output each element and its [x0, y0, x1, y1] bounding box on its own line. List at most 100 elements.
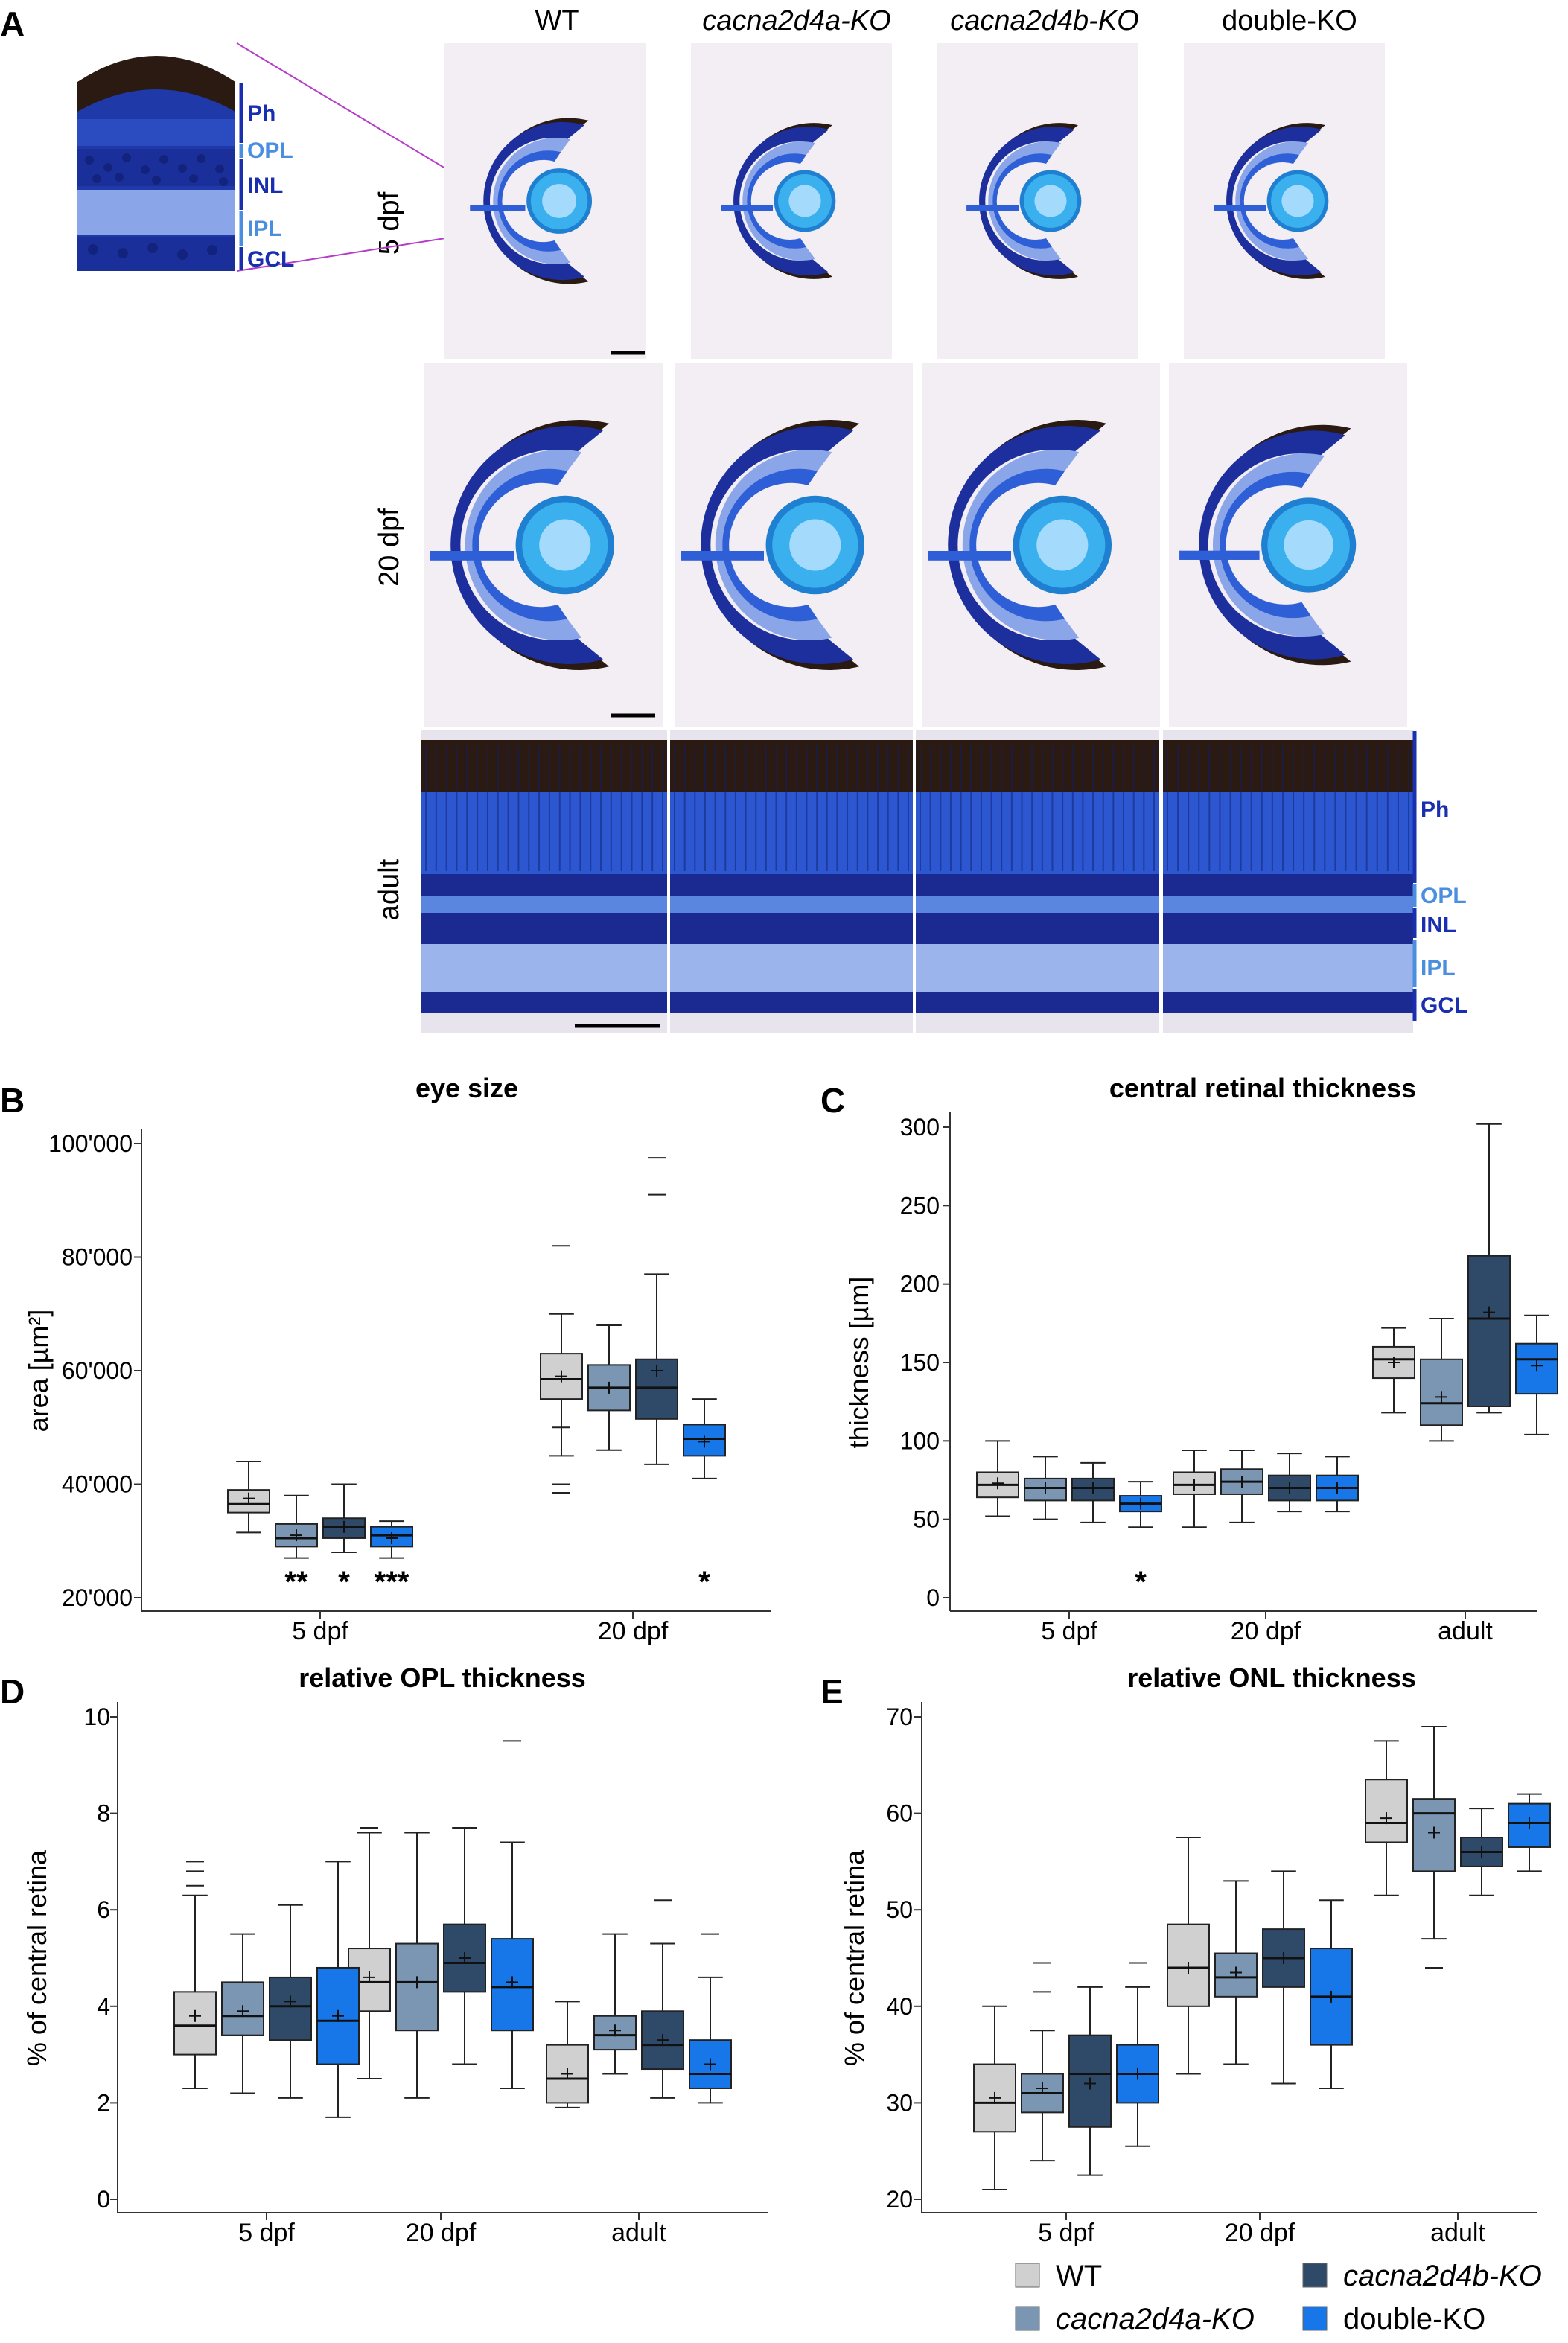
- box-wt-20-dpf: [540, 1245, 583, 1494]
- box-cacna2d4a-ko-adult: [593, 1933, 637, 2075]
- chart-title: eye size: [415, 1073, 518, 1103]
- box-wt-adult: [1372, 1327, 1415, 1414]
- box-cacna2d4b-ko-5-dpf: [269, 1904, 312, 2099]
- box-cacna2d4b-ko-5-dpf: [1071, 1461, 1115, 1523]
- box-mean-marker: [1325, 1990, 1337, 2003]
- y-tick-label: 60: [886, 1800, 913, 1827]
- significance-label: *: [338, 1566, 350, 1598]
- box-cacna2d4b-ko-20-dpf: [1268, 1453, 1311, 1513]
- eye-micrograph: [1184, 43, 1385, 359]
- box-double-ko-adult: [1508, 1793, 1551, 1872]
- box-iqr: [1365, 1779, 1408, 1843]
- y-tick-label: 2: [97, 2089, 110, 2116]
- x-tick-label: 20 dpf: [1231, 1617, 1301, 1645]
- box-cacna2d4a-ko-adult: [1412, 1725, 1456, 1969]
- legend-swatch-double-ko: [1302, 2306, 1328, 2331]
- box-mean-marker: [1135, 1497, 1147, 1510]
- y-tick-label: 150: [900, 1349, 940, 1376]
- box-mean-marker: [1428, 1826, 1440, 1839]
- box-mean-marker: [698, 1435, 710, 1448]
- box-mean-marker: [332, 2009, 344, 2022]
- box-mean-marker: [651, 1365, 663, 1377]
- y-tick-label: 250: [900, 1192, 940, 1219]
- y-tick-label: 6: [97, 1896, 110, 1923]
- legend-label-cacna2d4b: cacna2d4b-KO: [1343, 2260, 1542, 2292]
- box-mean-marker: [1132, 2068, 1144, 2080]
- legend-label-cacna2d4a: cacna2d4a-KO: [1056, 2303, 1255, 2336]
- significance-label: *: [1135, 1566, 1147, 1598]
- box-double-ko-20-dpf: *: [683, 1398, 726, 1598]
- box-mean-marker: [1188, 1479, 1200, 1491]
- eye-micrographs: [424, 43, 1407, 727]
- x-tick-label: 5 dpf: [1038, 2219, 1094, 2247]
- adult-label-ipl: IPL: [1421, 956, 1456, 981]
- box-iqr: [1467, 1255, 1511, 1407]
- significance-label: ***: [375, 1566, 409, 1598]
- significance-label: **: [284, 1566, 308, 1598]
- box-wt-20-dpf: [1173, 1449, 1216, 1528]
- column-header-cacna2d4b: cacna2d4b-KO: [950, 5, 1139, 36]
- inset-cell-texture: [85, 153, 228, 260]
- adult-retina-micrographs: [421, 730, 1413, 1033]
- box-double-ko-5-dpf: ***: [370, 1520, 413, 1598]
- box-mean-marker: [1388, 1357, 1400, 1368]
- box-mean-marker: [1182, 1961, 1194, 1974]
- y-tick-label: 100'000: [48, 1130, 133, 1157]
- box-mean-marker: [1435, 1391, 1447, 1403]
- box-double-ko-adult: [1515, 1314, 1558, 1435]
- box-cacna2d4a-ko-5-dpf: [1024, 1456, 1067, 1520]
- box-cacna2d4b-ko-adult: [1467, 1123, 1511, 1414]
- box-mean-marker: [657, 2034, 669, 2047]
- legend-swatch-cacna2d4a: [1015, 2306, 1040, 2331]
- column-header-wt: WT: [535, 5, 579, 36]
- chart-title: central retinal thickness: [1109, 1073, 1416, 1103]
- box-cacna2d4b-ko-adult: [641, 1899, 684, 2099]
- legend-label-wt: WT: [1056, 2260, 1102, 2292]
- box-mean-marker: [1087, 1482, 1099, 1494]
- chart-title: relative ONL thickness: [1127, 1663, 1416, 1693]
- y-tick-label: 300: [900, 1114, 940, 1141]
- box-wt-adult: [1365, 1740, 1408, 1896]
- box-double-ko-20-dpf: [1310, 1899, 1353, 2089]
- y-axis-label: area [µm²]: [23, 1310, 54, 1432]
- box-mean-marker: [1230, 1966, 1242, 1979]
- box-mean-marker: [237, 2005, 249, 2018]
- box-wt-5-dpf: [976, 1440, 1019, 1517]
- column-header-cacna2d4a: cacna2d4a-KO: [702, 5, 891, 36]
- box-mean-marker: [609, 2024, 621, 2037]
- box-mean-marker: [1084, 2077, 1096, 2090]
- legend-label-double-ko: double-KO: [1343, 2303, 1485, 2336]
- box-mean-marker: [1476, 1846, 1488, 1858]
- adult-retina-strip: [1163, 730, 1413, 1033]
- panel-letter: E: [820, 1672, 844, 1711]
- y-tick-label: 80'000: [62, 1244, 133, 1271]
- box-mean-marker: [1331, 1482, 1343, 1494]
- y-tick-label: 0: [926, 1584, 940, 1611]
- box-cacna2d4a-ko-5-dpf: **: [275, 1494, 318, 1598]
- box-mean-marker: [1380, 1812, 1392, 1825]
- box-iqr: [546, 2044, 589, 2104]
- y-tick-label: 40: [886, 1993, 913, 2020]
- box-cacna2d4a-ko-20-dpf: [1220, 1449, 1263, 1523]
- box-cacna2d4a-ko-5-dpf: [221, 1933, 264, 2094]
- box-mean-marker: [704, 2058, 716, 2071]
- box-mean-marker: [561, 2068, 573, 2080]
- box-wt-5-dpf: [973, 2005, 1016, 2191]
- box-double-ko-5-dpf: [1116, 1962, 1159, 2147]
- inset-label-gcl: GCL: [247, 247, 294, 272]
- y-tick-label: 20'000: [62, 1584, 133, 1611]
- adult-layer-legend: Ph OPL INL IPL GCL: [1412, 731, 1467, 1021]
- y-tick-label: 60'000: [62, 1357, 133, 1384]
- inset-label-opl: OPL: [247, 138, 293, 163]
- eye-micrograph: [444, 43, 646, 359]
- box-mean-marker: [603, 1381, 615, 1394]
- box-cacna2d4a-ko-20-dpf: [587, 1324, 631, 1451]
- box-mean-marker: [1483, 1306, 1495, 1319]
- eye-micrograph: [937, 43, 1138, 359]
- box-cacna2d4a-ko-5-dpf: [1021, 1962, 1064, 2162]
- row-label-5dpf: 5 dpf: [374, 191, 405, 255]
- box-double-ko-adult: [689, 1933, 732, 2104]
